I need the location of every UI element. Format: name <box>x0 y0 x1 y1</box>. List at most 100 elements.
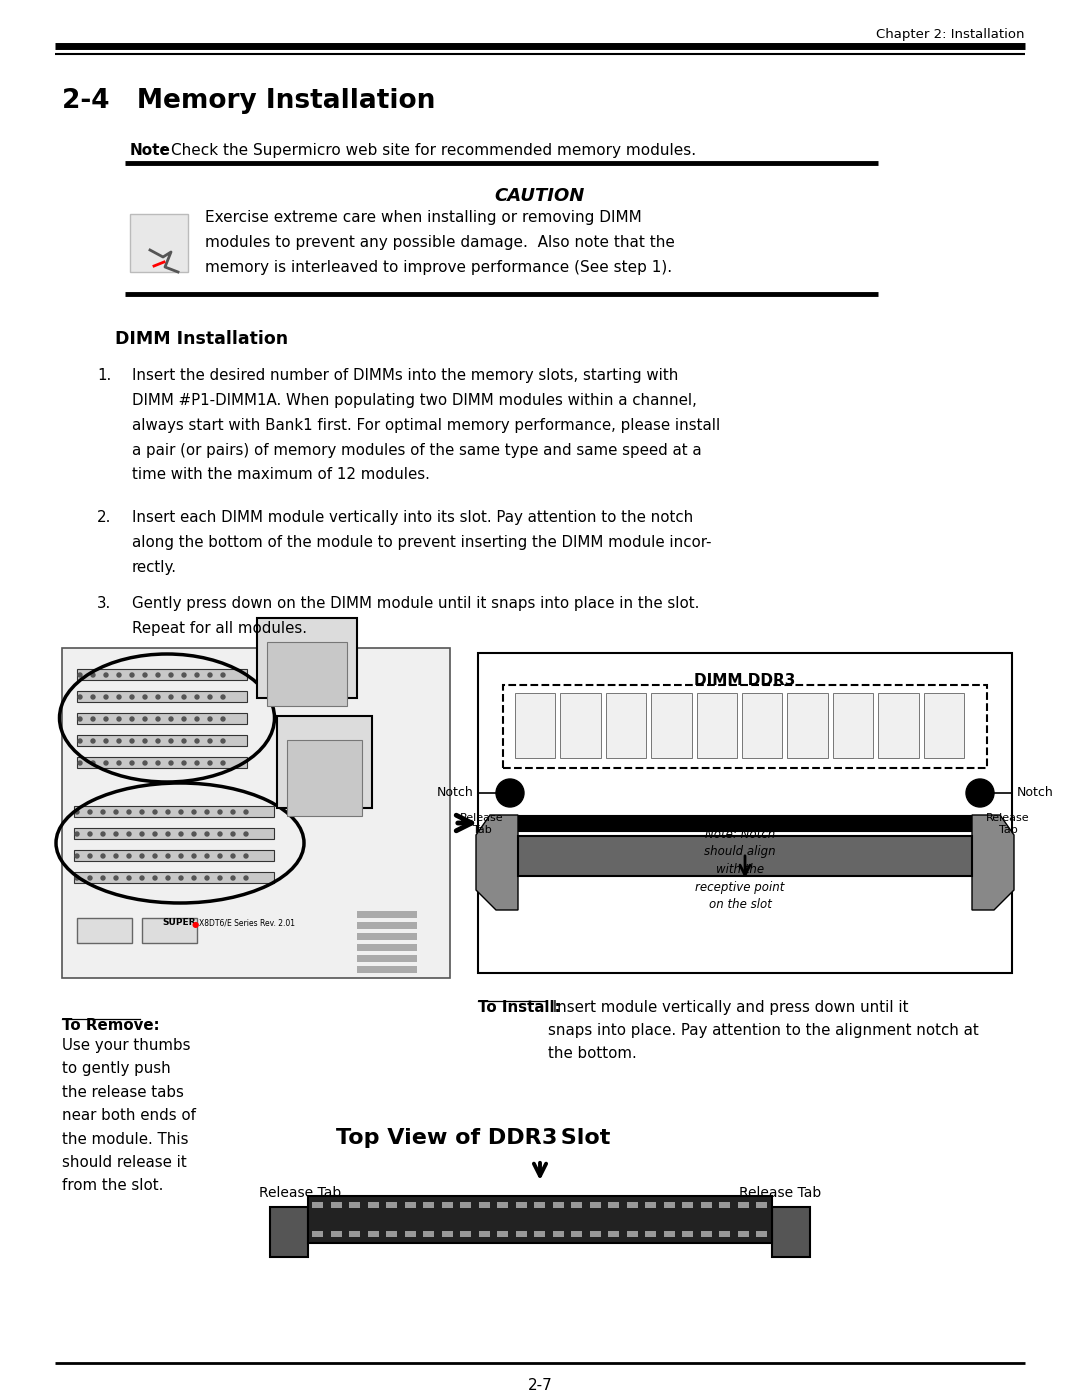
Text: DIMM DDR3: DIMM DDR3 <box>694 673 796 687</box>
Text: Release Tab: Release Tab <box>259 1186 341 1200</box>
Text: Note: Notch
should align
with the
receptive point
on the slot: Note: Notch should align with the recept… <box>696 828 785 911</box>
Circle shape <box>127 810 131 814</box>
Circle shape <box>143 717 147 721</box>
Text: Insert the desired number of DIMMs into the memory slots, starting with
DIMM #P1: Insert the desired number of DIMMs into … <box>132 367 720 482</box>
Circle shape <box>244 810 248 814</box>
Circle shape <box>179 833 183 835</box>
Circle shape <box>102 810 105 814</box>
Circle shape <box>221 739 225 743</box>
Circle shape <box>192 810 195 814</box>
Circle shape <box>87 833 92 835</box>
Bar <box>719 1201 730 1208</box>
Bar <box>515 693 555 759</box>
Bar <box>590 1231 600 1236</box>
Bar <box>571 1201 582 1208</box>
Bar <box>423 1231 434 1236</box>
Text: Slot: Slot <box>553 1127 610 1148</box>
Circle shape <box>153 854 157 858</box>
Bar <box>608 1201 619 1208</box>
Bar <box>503 685 987 768</box>
Bar <box>681 1231 693 1236</box>
Text: Notch: Notch <box>971 787 1054 799</box>
Circle shape <box>91 694 95 698</box>
Text: 2.: 2. <box>97 510 111 525</box>
Bar <box>553 1231 564 1236</box>
Bar <box>756 1201 767 1208</box>
Bar <box>349 1201 360 1208</box>
Circle shape <box>140 810 144 814</box>
Text: 3.: 3. <box>97 597 111 610</box>
Bar <box>77 757 247 768</box>
Circle shape <box>104 673 108 678</box>
Bar <box>571 1231 582 1236</box>
Circle shape <box>156 694 160 698</box>
Circle shape <box>114 876 118 880</box>
Circle shape <box>104 694 108 698</box>
Circle shape <box>205 833 210 835</box>
Circle shape <box>75 810 79 814</box>
Bar <box>701 1231 712 1236</box>
Circle shape <box>231 833 235 835</box>
Text: 2-7: 2-7 <box>528 1377 552 1393</box>
Circle shape <box>153 810 157 814</box>
Circle shape <box>75 833 79 835</box>
Circle shape <box>104 717 108 721</box>
Circle shape <box>143 673 147 678</box>
Circle shape <box>168 694 173 698</box>
Circle shape <box>966 780 994 807</box>
Circle shape <box>102 854 105 858</box>
Circle shape <box>140 833 144 835</box>
Circle shape <box>91 739 95 743</box>
Circle shape <box>87 854 92 858</box>
Circle shape <box>221 673 225 678</box>
Circle shape <box>208 673 212 678</box>
Bar <box>460 1231 471 1236</box>
Bar <box>357 922 417 929</box>
Circle shape <box>117 739 121 743</box>
Bar <box>515 1201 527 1208</box>
Text: SUPER: SUPER <box>162 918 195 928</box>
Bar <box>357 956 417 963</box>
Circle shape <box>91 761 95 766</box>
Circle shape <box>130 739 134 743</box>
Circle shape <box>143 761 147 766</box>
Bar <box>651 693 691 759</box>
Circle shape <box>218 876 222 880</box>
Bar <box>923 693 964 759</box>
Bar <box>772 1207 810 1257</box>
Circle shape <box>78 761 82 766</box>
Text: Release
Tab: Release Tab <box>986 813 1030 835</box>
Circle shape <box>168 739 173 743</box>
Bar <box>561 693 600 759</box>
Text: 2-4   Memory Installation: 2-4 Memory Installation <box>62 88 435 115</box>
Bar <box>553 1201 564 1208</box>
Circle shape <box>104 761 108 766</box>
Circle shape <box>153 876 157 880</box>
Bar <box>626 1201 637 1208</box>
Bar <box>276 717 372 807</box>
Bar <box>442 1231 453 1236</box>
Circle shape <box>156 761 160 766</box>
Text: X8DT6/E Series Rev. 2.01: X8DT6/E Series Rev. 2.01 <box>199 918 295 928</box>
Circle shape <box>102 833 105 835</box>
Text: Note: Note <box>130 142 171 158</box>
Circle shape <box>231 854 235 858</box>
Circle shape <box>114 810 118 814</box>
Text: Notch: Notch <box>436 787 519 799</box>
Circle shape <box>117 673 121 678</box>
Circle shape <box>153 833 157 835</box>
Bar <box>478 652 1012 972</box>
Text: Release Tab: Release Tab <box>739 1186 821 1200</box>
Circle shape <box>127 876 131 880</box>
Circle shape <box>221 717 225 721</box>
Bar <box>77 692 247 703</box>
Bar <box>75 806 274 817</box>
Bar <box>423 1201 434 1208</box>
Text: Use your thumbs
to gently push
the release tabs
near both ends of
the module. Th: Use your thumbs to gently push the relea… <box>62 1038 195 1193</box>
Circle shape <box>244 876 248 880</box>
Bar <box>518 814 972 831</box>
Text: To Remove:: To Remove: <box>62 1018 160 1032</box>
Circle shape <box>168 673 173 678</box>
Bar <box>405 1231 416 1236</box>
Bar <box>270 1207 308 1257</box>
